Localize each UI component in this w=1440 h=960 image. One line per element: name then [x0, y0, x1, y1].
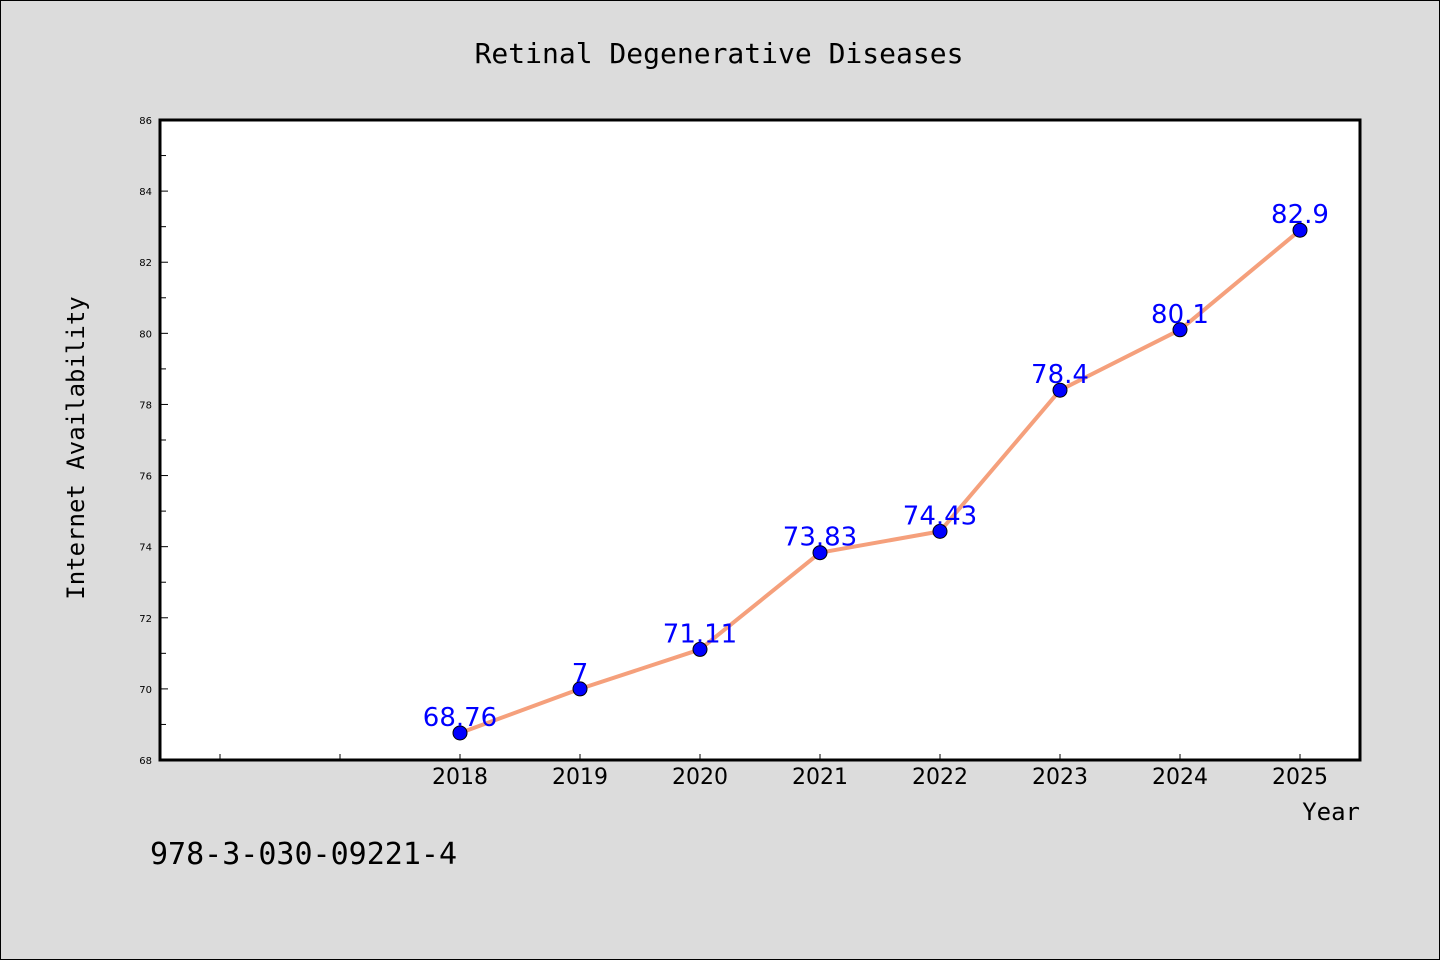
chart-title: Retinal Degenerative Diseases	[475, 37, 964, 70]
data-label: 71.11	[663, 619, 737, 649]
y-tick-label: 76	[139, 472, 152, 483]
y-tick-label: 74	[139, 543, 152, 554]
y-tick-label: 84	[139, 187, 152, 198]
y-tick-label: 72	[139, 614, 152, 625]
y-tick-label: 68	[139, 756, 152, 767]
data-label: 7	[572, 659, 589, 689]
x-tick-label: 2019	[552, 765, 608, 790]
data-point	[1292, 222, 1308, 238]
data-label-layer: 68.76 7 71.11 73.83 74.43 78.4 80.1 82.9	[423, 200, 1329, 733]
y-tick-label: 78	[139, 400, 152, 411]
x-tick-label: 2024	[1152, 765, 1208, 790]
x-tick-label: 2018	[432, 765, 488, 790]
x-tick-label: 2025	[1272, 765, 1328, 790]
x-tick-label: 2023	[1032, 765, 1088, 790]
data-label: 82.9	[1271, 200, 1329, 230]
data-point	[452, 725, 468, 741]
y-tick-label: 70	[139, 685, 152, 696]
data-label: 73.83	[783, 523, 857, 553]
data-point	[1172, 322, 1188, 338]
series-layer	[452, 222, 1308, 741]
y-tick-label: 80	[139, 329, 152, 340]
data-label: 78.4	[1031, 360, 1089, 390]
x-axis-label: Year	[1302, 798, 1360, 826]
y-axis: 68 70 72 74 76 78 80 82 84 86	[139, 116, 168, 767]
data-point	[812, 545, 828, 561]
isbn-annotation: 978-3-030-09221-4	[150, 837, 457, 872]
y-axis-label: Internet Availability	[62, 296, 90, 599]
data-point	[692, 641, 708, 657]
data-point	[572, 681, 588, 697]
x-tick-label: 2021	[792, 765, 848, 790]
x-axis: 2018 2019 2020 2021 2022 2023 2024 2025	[219, 754, 1328, 790]
data-point	[932, 523, 948, 539]
y-tick-label: 82	[139, 258, 152, 269]
data-point	[1052, 382, 1068, 398]
y-tick-label: 86	[139, 116, 152, 127]
data-label: 68.76	[423, 703, 497, 733]
plot-area	[158, 118, 1362, 762]
x-tick-label: 2020	[672, 765, 728, 790]
x-tick-label: 2022	[912, 765, 968, 790]
data-label: 74.43	[903, 501, 977, 531]
data-label: 80.1	[1151, 300, 1209, 330]
series-line	[458, 228, 1302, 735]
